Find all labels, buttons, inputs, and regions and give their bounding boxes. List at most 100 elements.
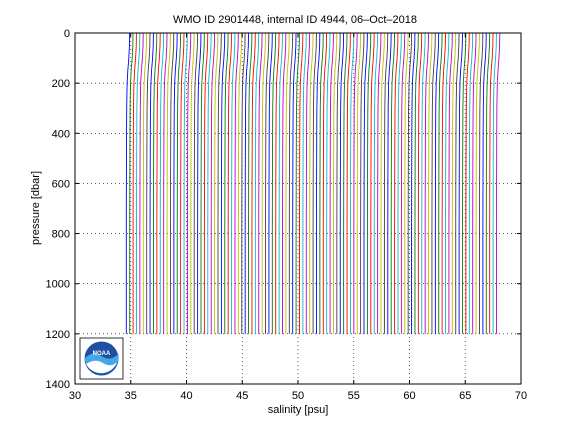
profile-line: [220, 32, 226, 334]
profile-line: [360, 32, 365, 334]
profile-line: [336, 32, 341, 334]
profile-line: [149, 32, 154, 334]
profile-line: [244, 32, 249, 334]
profile-line: [265, 32, 270, 334]
profile-line: [295, 32, 300, 334]
profile-line: [356, 32, 362, 334]
x-tick-label: 60: [403, 390, 415, 402]
profile-line: [485, 32, 491, 334]
profile-line: [455, 32, 460, 334]
profile-line: [451, 32, 457, 334]
y-tick-label: 800: [52, 229, 70, 241]
profile-line: [258, 32, 263, 334]
x-tick-label: 40: [180, 390, 192, 402]
y-tick-labels: 0 200 400 600 800 1000 1200 1400: [46, 28, 70, 391]
y-tick-label: 1400: [46, 379, 70, 391]
profile-line: [333, 32, 338, 334]
x-tick-labels: 30 35 40 45 50 55 60 65 70: [69, 390, 527, 402]
noaa-logo-icon: NOAA: [79, 337, 124, 380]
profile-line: [465, 32, 470, 334]
profile-line: [458, 32, 463, 334]
x-tick-label: 35: [125, 390, 137, 402]
profile-line: [190, 32, 195, 334]
y-tick-label: 0: [64, 28, 70, 40]
profile-line: [417, 32, 423, 334]
profile-line: [438, 32, 443, 334]
profile-line: [288, 32, 294, 334]
profile-line: [322, 32, 328, 334]
profile-line: [370, 32, 375, 334]
profile-line: [309, 32, 314, 334]
profile-line: [251, 32, 256, 334]
profile-line: [496, 32, 501, 334]
profiles-layer: [125, 32, 501, 334]
profile-line: [169, 32, 175, 334]
profile-line: [224, 32, 229, 334]
profile-line: [366, 32, 372, 334]
profile-line: [414, 32, 419, 334]
profile-line: [475, 32, 480, 334]
profile-line: [203, 32, 209, 334]
profile-line: [275, 32, 280, 334]
ticks-layer: [74, 32, 522, 385]
profile-line: [329, 32, 334, 334]
profile-line: [125, 32, 131, 334]
profile-line: [227, 32, 232, 334]
profile-line: [468, 32, 474, 334]
profile-line: [129, 32, 134, 334]
profile-line: [186, 32, 192, 334]
profile-line: [434, 32, 440, 334]
profile-line: [312, 32, 317, 334]
profile-line: [400, 32, 406, 334]
plot-area: [74, 32, 522, 385]
profile-line: [217, 32, 222, 334]
profile-line: [136, 32, 141, 334]
profile-line: [248, 32, 253, 334]
profile-line: [445, 32, 450, 334]
profile-line: [397, 32, 402, 334]
profile-line: [316, 32, 321, 334]
profile-line: [163, 32, 168, 334]
y-tick-label: 1000: [46, 279, 70, 291]
profile-line: [193, 32, 199, 334]
profile-line: [241, 32, 246, 334]
profile-line: [166, 32, 171, 334]
profile-line: [424, 32, 429, 334]
profile-line: [210, 32, 215, 334]
profile-line: [479, 32, 484, 334]
profile-line: [261, 32, 266, 334]
profile-line: [214, 32, 219, 334]
profile-line: [139, 32, 144, 334]
profile-line: [200, 32, 205, 334]
profile-line: [180, 32, 185, 334]
profile-line: [387, 32, 392, 334]
profile-line: [492, 32, 497, 334]
profile-line: [428, 32, 433, 334]
profile-line: [237, 32, 243, 334]
profile-line: [380, 32, 385, 334]
profile-line: [146, 32, 151, 334]
profile-line: [183, 32, 188, 334]
profile-line: [383, 32, 389, 334]
profile-line: [349, 32, 355, 334]
profile-line: [363, 32, 368, 334]
profile-line: [482, 32, 487, 334]
profile-line: [441, 32, 446, 334]
x-axis-label: salinity [psu]: [268, 404, 329, 416]
profile-line: [421, 32, 426, 334]
profile-line: [377, 32, 382, 334]
profile-line: [462, 32, 467, 334]
profile-line: [268, 32, 273, 334]
profile-line: [326, 32, 331, 334]
profile-line: [153, 32, 158, 334]
profile-line: [302, 32, 307, 334]
profile-line: [254, 32, 260, 334]
profile-line: [176, 32, 182, 334]
profile-line: [299, 32, 304, 334]
profile-line: [373, 32, 378, 334]
profile-line: [292, 32, 297, 334]
profile-line: [207, 32, 212, 334]
y-tick-label: 600: [52, 178, 70, 190]
profile-line: [343, 32, 348, 334]
